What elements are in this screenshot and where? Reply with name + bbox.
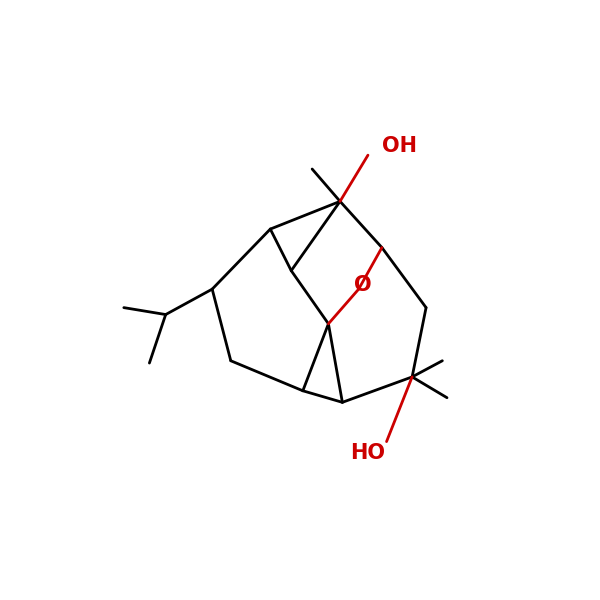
Text: O: O xyxy=(353,275,371,295)
Text: HO: HO xyxy=(350,443,385,463)
Text: OH: OH xyxy=(382,136,417,156)
